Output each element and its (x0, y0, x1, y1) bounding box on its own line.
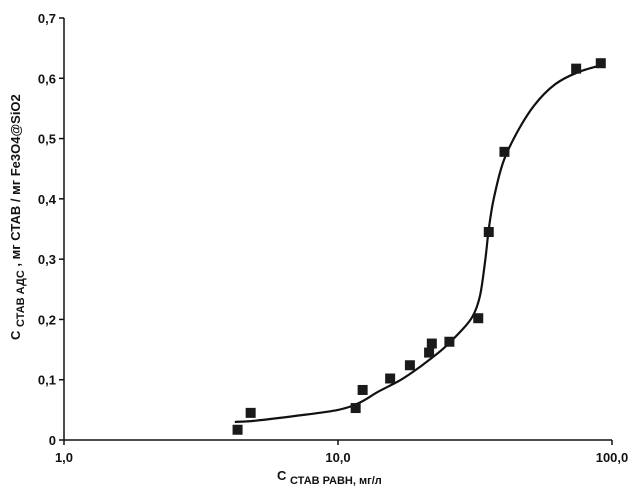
y-tick-label: 0,1 (38, 373, 56, 388)
y-tick-label: 0,3 (38, 252, 56, 267)
data-point (245, 407, 256, 418)
data-point (473, 313, 484, 324)
x-tick-label: 100,0 (596, 450, 629, 465)
y-axis-title-rest: , мг СТАВ / мг Fe3O4@SiO2 (8, 94, 23, 266)
data-point (232, 424, 243, 435)
y-tick-label: 0,6 (38, 71, 56, 86)
y-axis-title-subscript: СТАВ АДС (15, 270, 27, 327)
x-axis-title-subscript: СТАВ РАВН, мг/л (290, 475, 382, 487)
data-point (499, 146, 510, 157)
data-point (426, 338, 437, 349)
x-tick-label: 10,0 (325, 450, 350, 465)
data-point (350, 403, 361, 414)
y-axis-title-prefix: С (8, 330, 23, 340)
y-tick-label: 0,4 (38, 192, 57, 207)
y-tick-label: 0,5 (38, 132, 56, 147)
data-point (571, 63, 582, 74)
data-point (404, 360, 415, 371)
x-ticks: 1,0 10,0 100,0 (55, 440, 628, 465)
data-points (232, 58, 606, 435)
data-point (357, 384, 368, 395)
x-axis-title: С СТАВ РАВН, мг/л (277, 468, 382, 487)
data-point (444, 336, 455, 347)
y-tick-label: 0,2 (38, 312, 56, 327)
x-axis-title-prefix: С (277, 468, 287, 483)
x-tick-label: 1,0 (55, 450, 73, 465)
data-point (483, 227, 494, 238)
y-tick-label: 0 (49, 433, 56, 448)
data-point (595, 58, 606, 69)
y-ticks: 0 0,1 0,2 0,3 0,4 0,5 0,6 0,7 (38, 11, 64, 448)
axes (63, 18, 612, 441)
data-point (385, 373, 396, 384)
y-axis-title: С СТАВ АДС , мг СТАВ / мг Fe3O4@SiO2 (8, 94, 27, 340)
y-tick-label: 0,7 (38, 11, 56, 26)
data-point (424, 347, 435, 358)
fit-curve (234, 63, 603, 423)
